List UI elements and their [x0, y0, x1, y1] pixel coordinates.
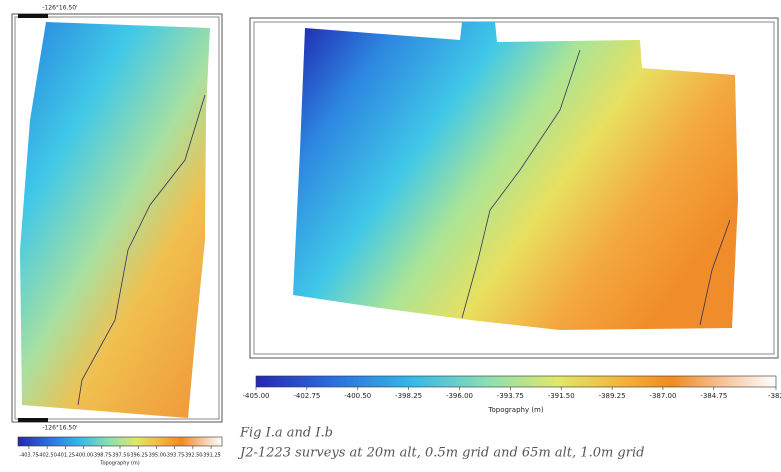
colorbar-tick-label: -389.25	[599, 392, 626, 400]
colorbar-tick-label: -396.00	[446, 392, 473, 400]
colorbar-tick-label: -402.75	[293, 392, 320, 400]
colorbar-tick-label: -392.50	[183, 453, 202, 459]
colorbar-tick-label: -398.25	[395, 392, 422, 400]
colorbar-tick-label: -405.00	[242, 392, 269, 400]
colorbar-tick-label: -395.00	[147, 453, 166, 459]
map-frame	[14, 16, 220, 420]
colorbar-label: Topography (m)	[99, 461, 140, 467]
colorbar-tick-label: -396.25	[129, 453, 148, 459]
fault-line	[699, 219, 731, 326]
colorbar-tick-label: -400.00	[74, 453, 93, 459]
caption-title: Fig I.a and I.b	[239, 426, 333, 441]
lon-label: -126°16.50'	[42, 425, 78, 432]
colorbar-tick-label: -402.50	[37, 453, 56, 459]
colorbar-tick-label: -397.50	[110, 453, 129, 459]
colorbar-tick-label: -382	[768, 392, 781, 400]
colorbar-tick-label: -398.75	[92, 453, 111, 459]
colorbar-tick-label: -384.75	[700, 392, 727, 400]
caption-text: J2-1223 surveys at 20m alt, 0.5m grid an…	[237, 446, 644, 461]
bathymetry-map	[20, 22, 210, 418]
colorbar-tick-label: -391.25	[201, 453, 220, 459]
colorbar-tick-label: -391.50	[548, 392, 575, 400]
colorbar-tick-label: -400.50	[344, 392, 371, 400]
colorbar-tick-label: -403.75	[19, 453, 38, 459]
colorbar	[255, 375, 777, 388]
map-frame	[253, 21, 775, 355]
colorbar-label: Topography (m)	[487, 406, 544, 414]
colorbar-tick-label: -393.75	[497, 392, 524, 400]
scale-bar	[18, 418, 48, 422]
map-frame	[249, 17, 779, 359]
fault-line	[461, 49, 581, 319]
colorbar-tick-label: -393.75	[165, 453, 184, 459]
lon-label: -126°16.50'	[42, 5, 78, 12]
map-frame	[11, 13, 223, 423]
scale-bar	[18, 14, 48, 18]
fault-line	[77, 94, 206, 406]
colorbar-tick-label: -401.25	[56, 453, 75, 459]
colorbar	[17, 436, 223, 447]
colorbar-tick-label: -387.00	[649, 392, 676, 400]
